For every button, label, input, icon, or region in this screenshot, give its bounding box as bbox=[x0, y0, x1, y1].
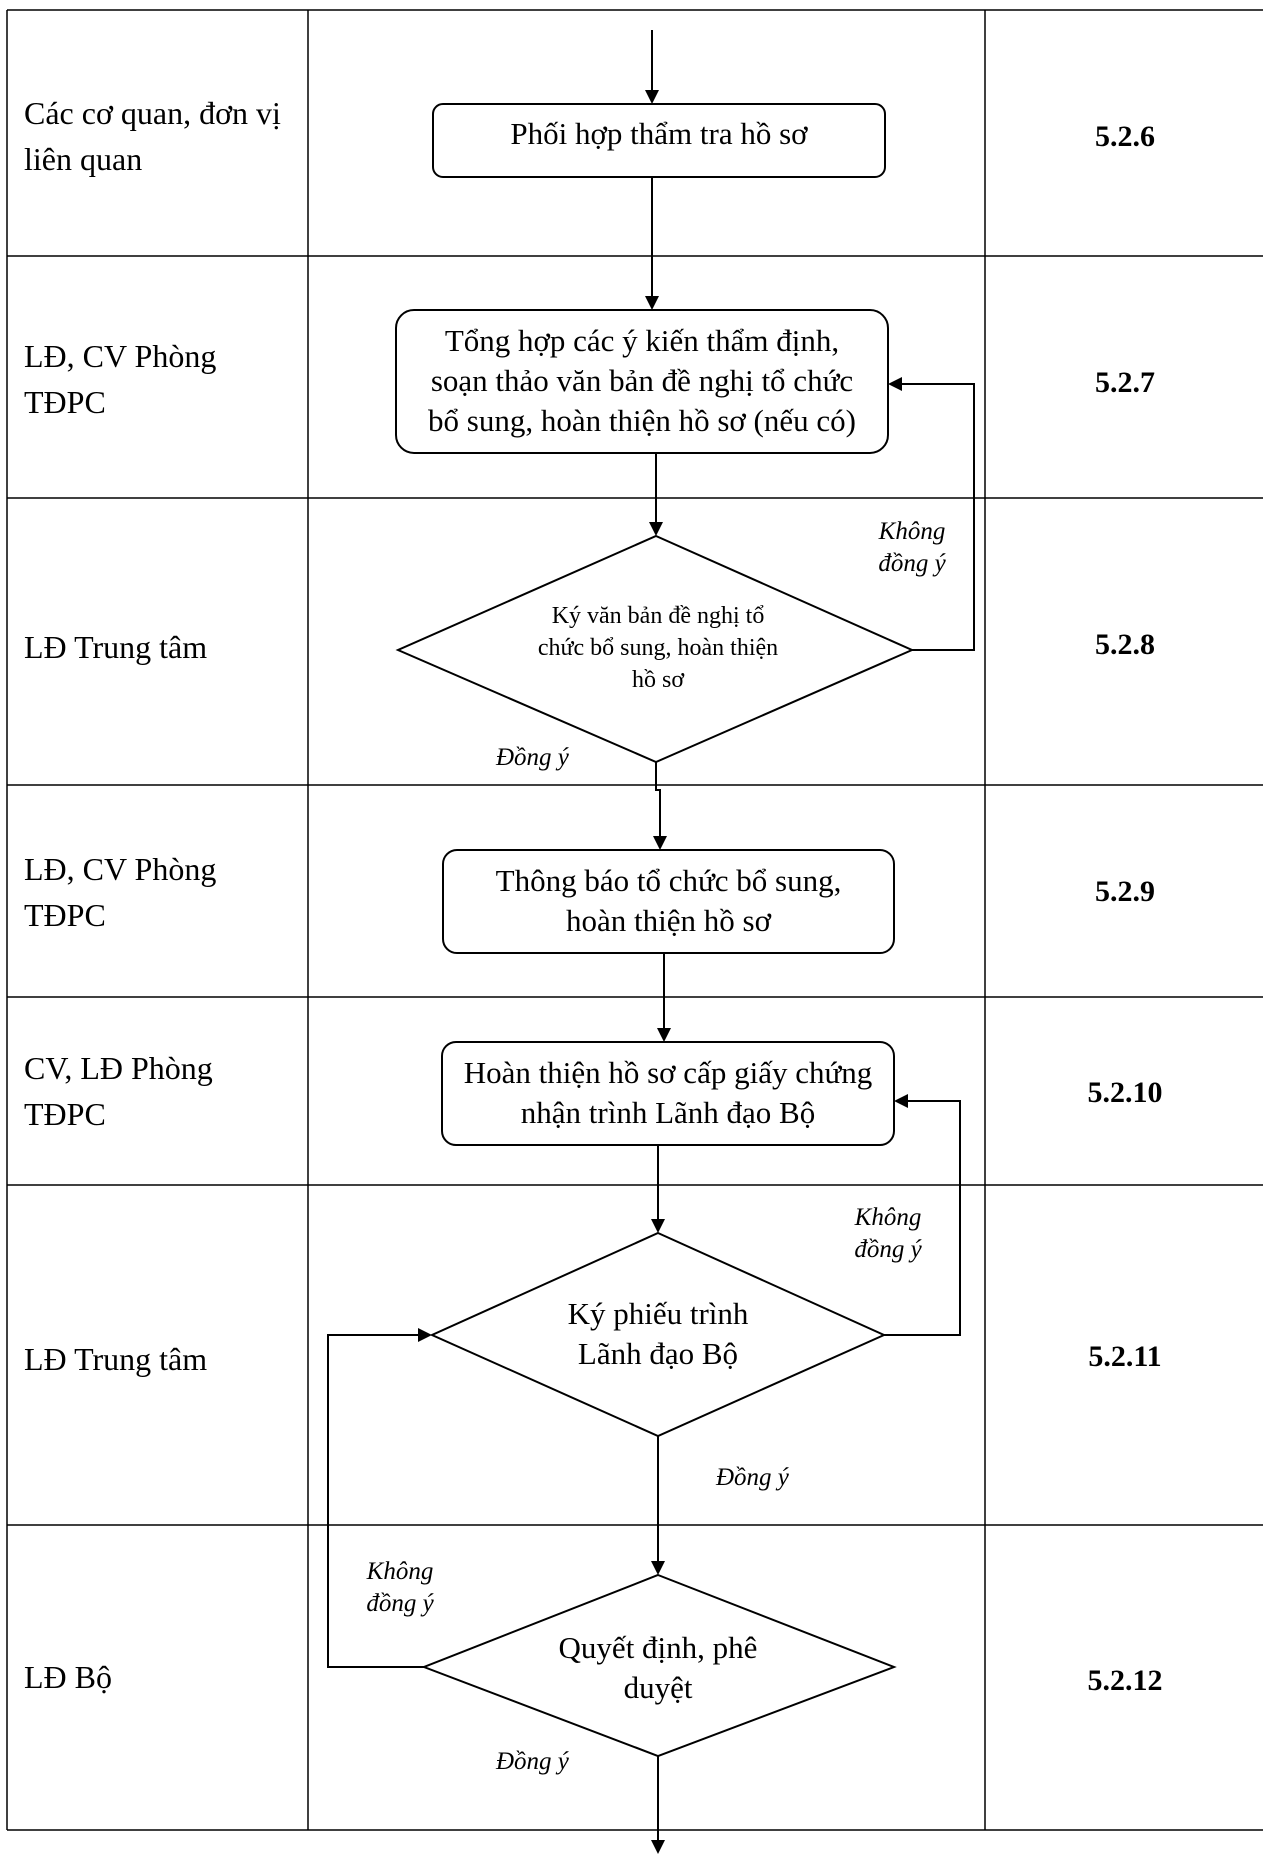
actor-label-row-4: LĐ, CV Phòng TĐPC bbox=[24, 851, 217, 933]
condition-d3-reject: Không đồng ý bbox=[366, 1558, 434, 1617]
step-code-row-7: 5.2.12 bbox=[1087, 1664, 1163, 1697]
actor-label-row-3: LĐ Trung tâm bbox=[24, 629, 208, 665]
node-text-notify-organization: Thông báo tổ chức bổ sung, hoàn thiện hồ… bbox=[495, 863, 842, 938]
process-box-coordinate-review bbox=[432, 103, 886, 178]
actor-label-row-2: LĐ, CV Phòng TĐPC bbox=[24, 338, 217, 420]
node-text-finalize-dossier: Hoàn thiện hồ sơ cấp giấy chứng nhận trì… bbox=[463, 1055, 873, 1130]
condition-d2-reject: Không đồng ý bbox=[854, 1204, 922, 1263]
actor-label-row-1: Các cơ quan, đơn vị liên quan bbox=[24, 95, 281, 177]
step-code-row-3: 5.2.8 bbox=[1095, 628, 1155, 661]
node-text-coordinate-review: Phối hợp thẩm tra hồ sơ bbox=[510, 116, 808, 151]
process-box-finalize-dossier bbox=[441, 1041, 895, 1146]
node-text-sign-submission: Ký phiếu trình Lãnh đạo Bộ bbox=[567, 1296, 749, 1371]
step-code-row-2: 5.2.7 bbox=[1095, 366, 1155, 399]
step-code-row-4: 5.2.9 bbox=[1095, 875, 1155, 908]
node-text-ministry-approval: Quyết định, phê duyệt bbox=[558, 1630, 758, 1705]
table-grid bbox=[6, 9, 1263, 1831]
step-code-row-1: 5.2.6 bbox=[1095, 120, 1155, 153]
condition-d1-reject: Không đồng ý bbox=[878, 518, 946, 577]
actor-label-row-5: CV, LĐ Phòng TĐPC bbox=[24, 1050, 213, 1132]
process-box-compile-opinions bbox=[395, 309, 889, 454]
connectors bbox=[327, 30, 975, 1854]
condition-d1-approve: Đồng ý bbox=[496, 744, 569, 771]
step-code-row-5: 5.2.10 bbox=[1087, 1076, 1163, 1109]
step-code-row-6: 5.2.11 bbox=[1088, 1340, 1162, 1373]
node-text-sign-request: Ký văn bản đề nghị tổ chức bổ sung, hoàn… bbox=[537, 603, 779, 693]
node-text-compile-opinions: Tổng hợp các ý kiến thẩm định, soạn thảo… bbox=[428, 323, 856, 438]
actor-label-row-7: LĐ Bộ bbox=[24, 1659, 112, 1695]
condition-d2-approve: Đồng ý bbox=[716, 1464, 789, 1491]
condition-d3-approve: Đồng ý bbox=[496, 1748, 569, 1775]
process-box-notify-organization bbox=[442, 849, 895, 954]
actor-label-row-6: LĐ Trung tâm bbox=[24, 1341, 208, 1377]
